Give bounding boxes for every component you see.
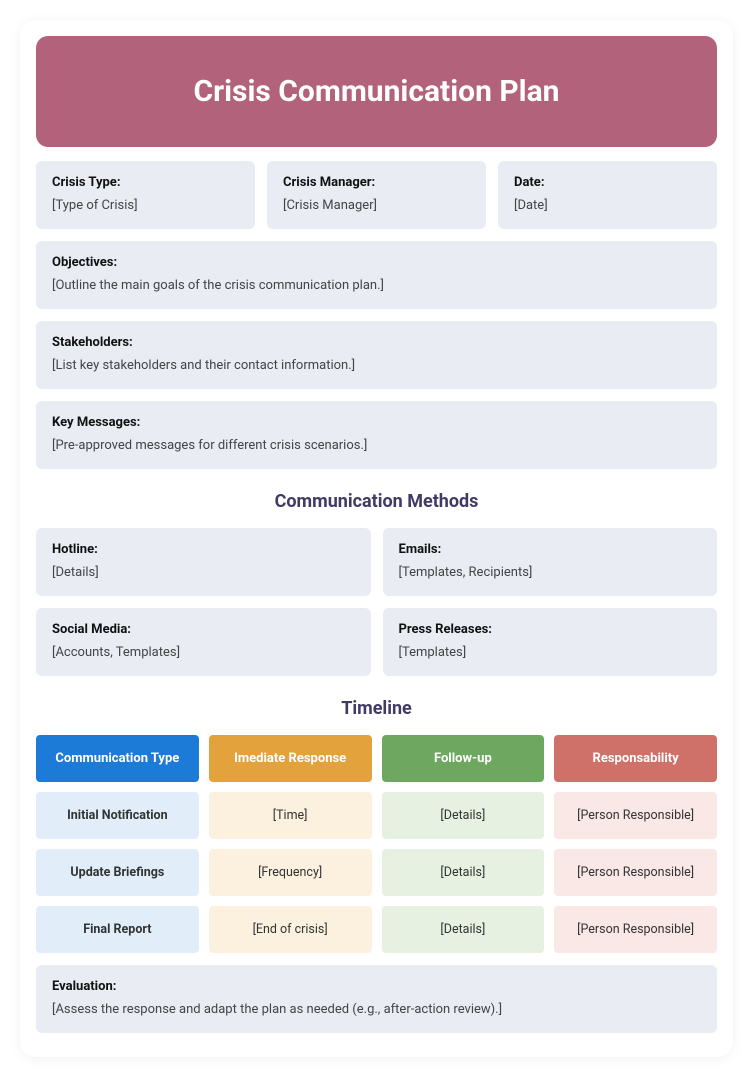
crisis-manager-label: Crisis Manager: <box>283 175 470 190</box>
methods-row-1: Hotline: [Details] Emails: [Templates, R… <box>36 528 717 596</box>
stakeholders-label: Stakeholders: <box>52 335 701 350</box>
crisis-manager-box: Crisis Manager: [Crisis Manager] <box>267 161 486 229</box>
key-messages-value: [Pre-approved messages for different cri… <box>52 438 701 453</box>
emails-label: Emails: <box>399 542 702 557</box>
title-banner: Crisis Communication Plan <box>36 36 717 147</box>
timeline-cell: [End of crisis] <box>209 906 372 953</box>
timeline-row-type: Update Briefings <box>36 849 199 896</box>
timeline-cell: [Person Responsible] <box>554 906 717 953</box>
timeline-table: Communication TypeImediate ResponseFollo… <box>36 735 717 953</box>
stakeholders-value: [List key stakeholders and their contact… <box>52 358 701 373</box>
objectives-value: [Outline the main goals of the crisis co… <box>52 278 701 293</box>
stakeholders-box: Stakeholders: [List key stakeholders and… <box>36 321 717 389</box>
key-messages-label: Key Messages: <box>52 415 701 430</box>
methods-section-title: Communication Methods <box>36 491 717 512</box>
social-label: Social Media: <box>52 622 355 637</box>
evaluation-label: Evaluation: <box>52 979 701 994</box>
timeline-header: Follow-up <box>382 735 545 782</box>
evaluation-value: [Assess the response and adapt the plan … <box>52 1002 701 1017</box>
objectives-box: Objectives: [Outline the main goals of t… <box>36 241 717 309</box>
evaluation-box: Evaluation: [Assess the response and ada… <box>36 965 717 1033</box>
timeline-cell: [Details] <box>382 906 545 953</box>
crisis-type-value: [Type of Crisis] <box>52 198 239 213</box>
timeline-cell: [Frequency] <box>209 849 372 896</box>
timeline-header: Responsability <box>554 735 717 782</box>
hotline-value: [Details] <box>52 565 355 580</box>
meta-row: Crisis Type: [Type of Crisis] Crisis Man… <box>36 161 717 229</box>
timeline-header: Imediate Response <box>209 735 372 782</box>
timeline-cell: [Time] <box>209 792 372 839</box>
page-title: Crisis Communication Plan <box>56 74 697 109</box>
emails-box: Emails: [Templates, Recipients] <box>383 528 718 596</box>
objectives-label: Objectives: <box>52 255 701 270</box>
timeline-section-title: Timeline <box>36 698 717 719</box>
timeline-cell: [Person Responsible] <box>554 792 717 839</box>
hotline-box: Hotline: [Details] <box>36 528 371 596</box>
social-box: Social Media: [Accounts, Templates] <box>36 608 371 676</box>
timeline-cell: [Person Responsible] <box>554 849 717 896</box>
social-value: [Accounts, Templates] <box>52 645 355 660</box>
date-label: Date: <box>514 175 701 190</box>
key-messages-box: Key Messages: [Pre-approved messages for… <box>36 401 717 469</box>
date-value: [Date] <box>514 198 701 213</box>
hotline-label: Hotline: <box>52 542 355 557</box>
document-page: Crisis Communication Plan Crisis Type: [… <box>20 20 733 1057</box>
emails-value: [Templates, Recipients] <box>399 565 702 580</box>
timeline-cell: [Details] <box>382 792 545 839</box>
timeline-row-type: Initial Notification <box>36 792 199 839</box>
timeline-row-type: Final Report <box>36 906 199 953</box>
crisis-manager-value: [Crisis Manager] <box>283 198 470 213</box>
date-box: Date: [Date] <box>498 161 717 229</box>
crisis-type-box: Crisis Type: [Type of Crisis] <box>36 161 255 229</box>
press-label: Press Releases: <box>399 622 702 637</box>
crisis-type-label: Crisis Type: <box>52 175 239 190</box>
methods-row-2: Social Media: [Accounts, Templates] Pres… <box>36 608 717 676</box>
press-value: [Templates] <box>399 645 702 660</box>
timeline-cell: [Details] <box>382 849 545 896</box>
press-box: Press Releases: [Templates] <box>383 608 718 676</box>
timeline-header: Communication Type <box>36 735 199 782</box>
